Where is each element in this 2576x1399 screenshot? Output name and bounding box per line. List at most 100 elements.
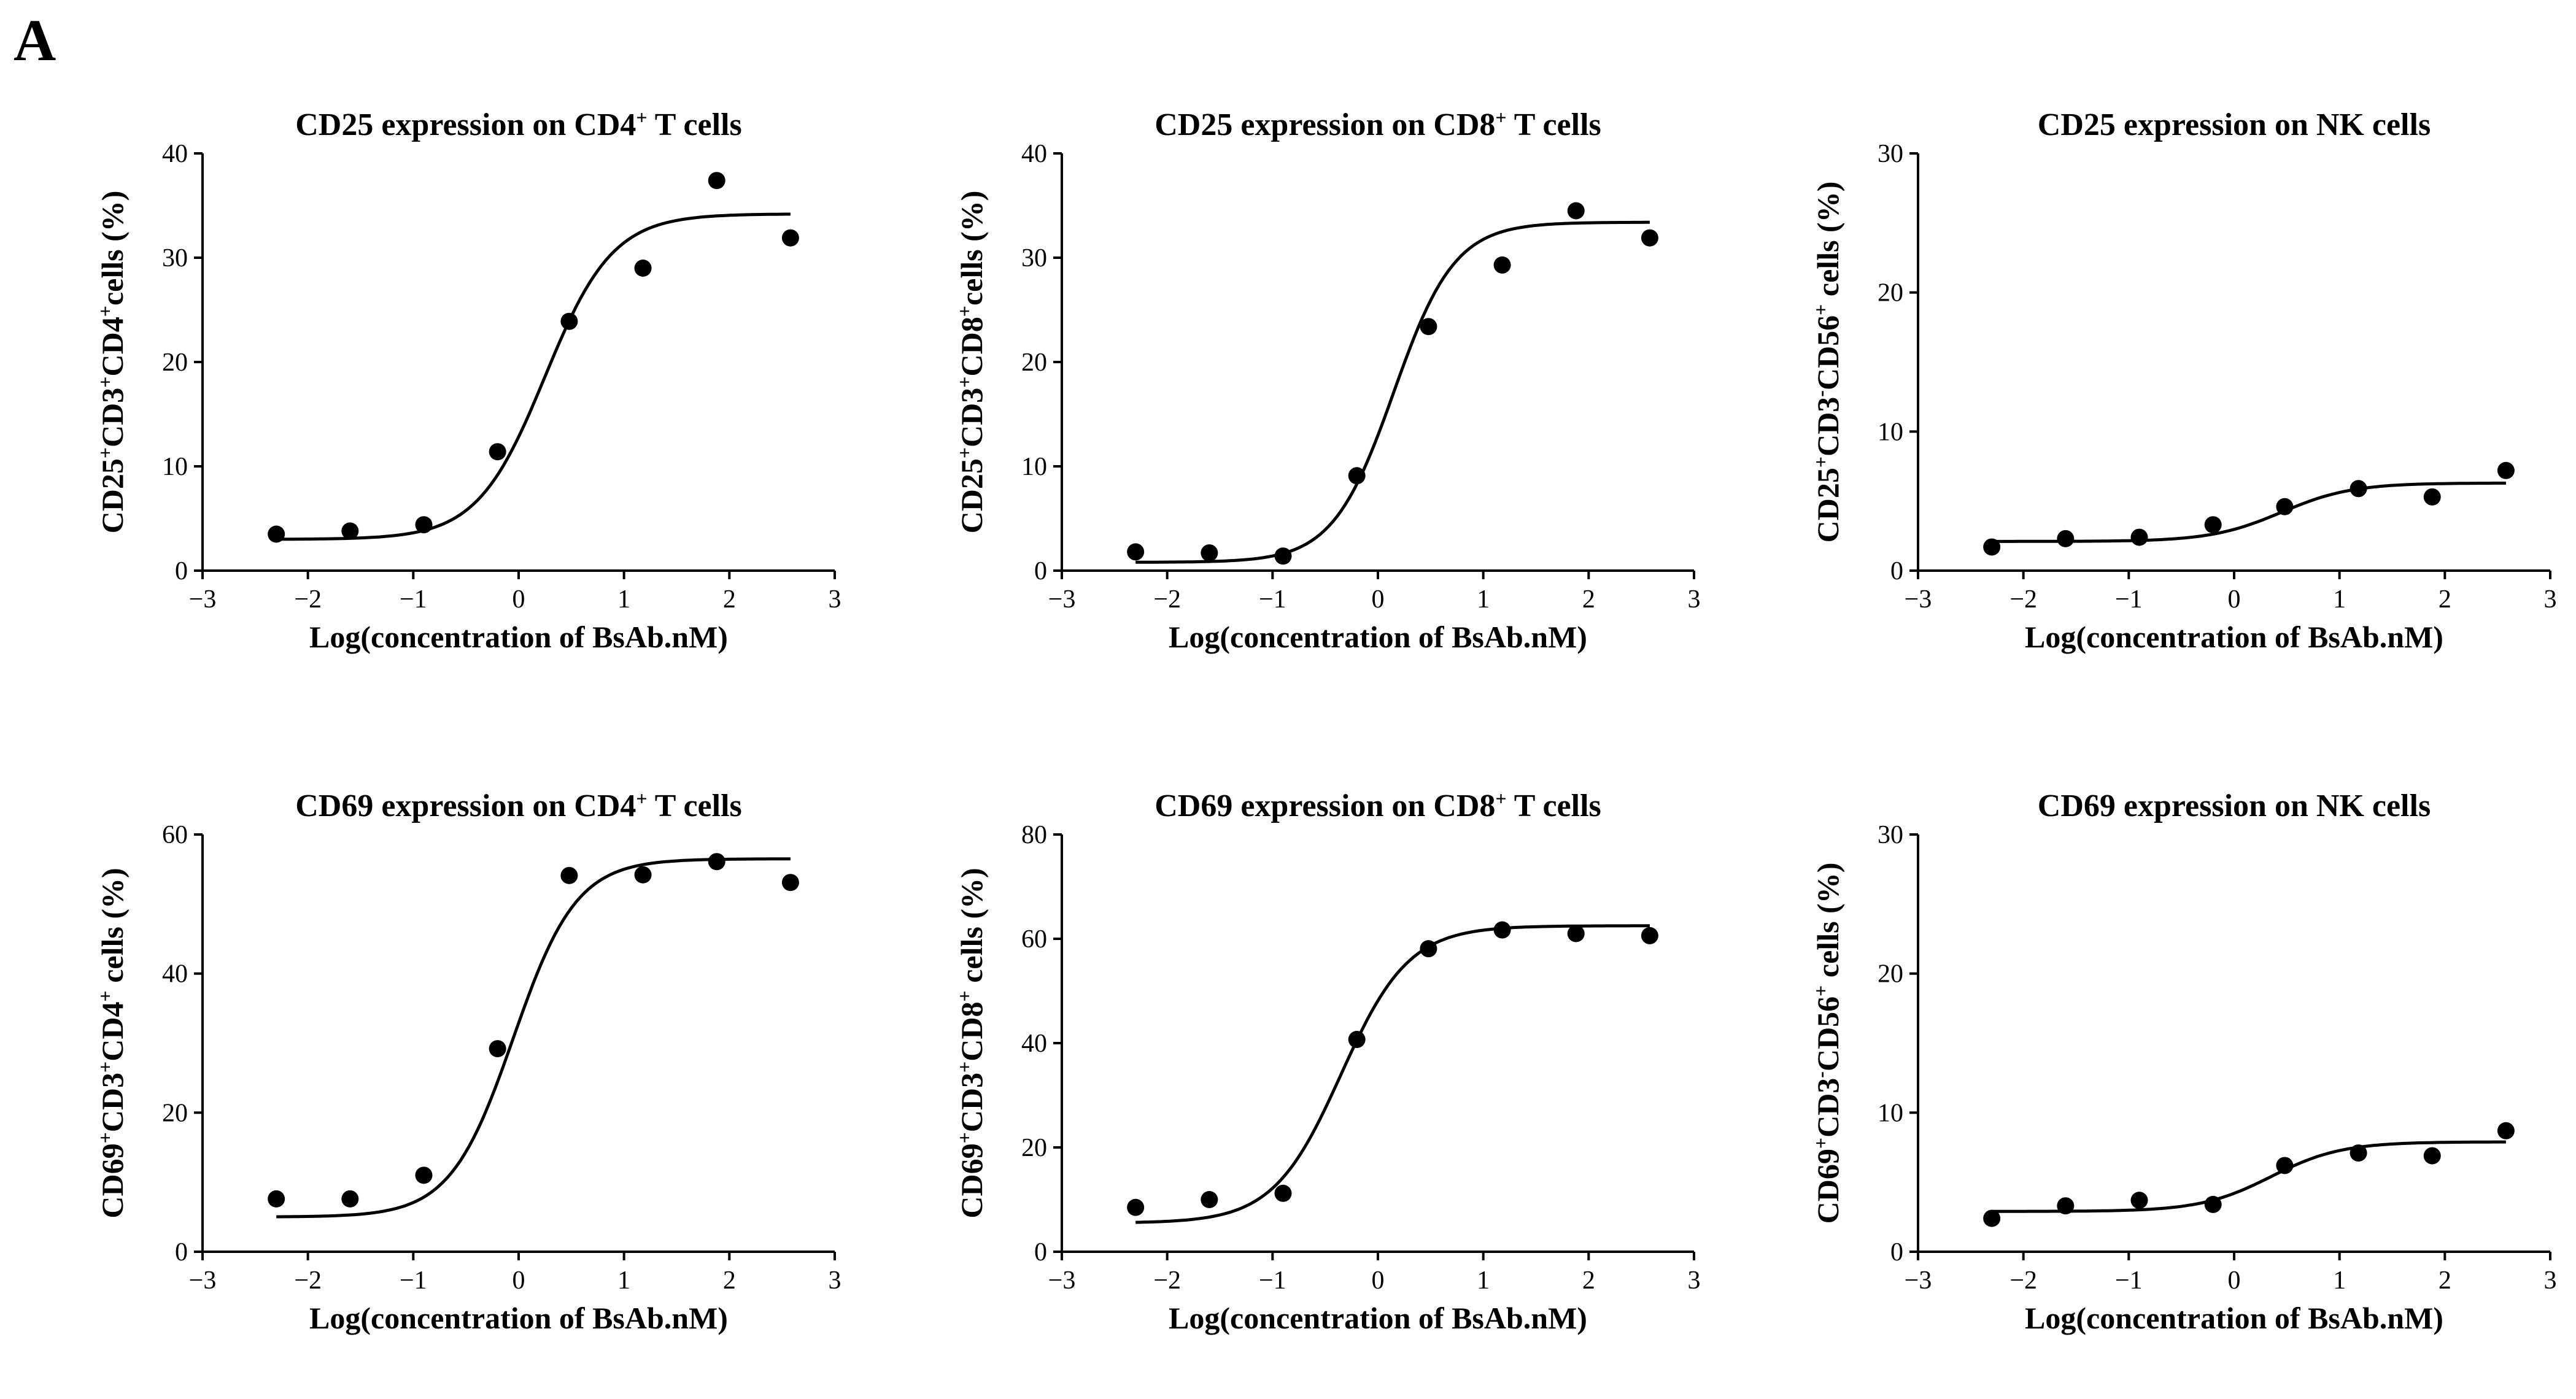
data-point xyxy=(1348,1031,1366,1049)
y-tick-label: 20 xyxy=(1878,960,1903,989)
y-tick-label: 10 xyxy=(162,453,188,481)
data-point xyxy=(1641,927,1658,944)
data-point xyxy=(1420,940,1437,958)
chart-svg: CD25 expression on NK cells−3 −2 −1 0 1 2 3010… xyxy=(1809,107,2557,654)
y-tick-label: 20 xyxy=(1021,349,1047,377)
chart-svg: CD69 expression on CD4+ T cells −3 −2 −1 0 1 2… xyxy=(94,787,841,1335)
x-tick-label: −2 xyxy=(1153,585,1181,614)
y-tick-label: 20 xyxy=(1878,279,1903,307)
chart-title: CD25 expression on CD8+ T cells xyxy=(1155,106,1601,142)
data-point xyxy=(1274,547,1292,565)
x-axis-label: Log(concentration of BsAb.nM) xyxy=(1169,620,1587,654)
data-point xyxy=(634,260,652,277)
chart-title: CD25 expression on NK cells xyxy=(2038,107,2431,142)
chart-cd69-cd4: CD69 expression on CD4+ T cells −3 −2 −1 0 1 2… xyxy=(86,773,933,1399)
data-point xyxy=(2057,1197,2075,1215)
data-point xyxy=(634,866,652,884)
data-point xyxy=(560,312,578,330)
data-point xyxy=(1983,538,2001,556)
x-tick-label: 0 xyxy=(512,1266,525,1295)
y-tick-label: 0 xyxy=(175,557,188,585)
y-axis-label: CD69+CD3-CD56+ cells (%) xyxy=(1809,863,1845,1224)
data-point xyxy=(2497,461,2515,479)
y-tick-label: 0 xyxy=(1890,557,1903,585)
data-point xyxy=(1127,543,1145,561)
data-point xyxy=(489,1040,506,1058)
data-point xyxy=(2057,530,2075,547)
x-tick-label: −3 xyxy=(1905,1266,1932,1295)
x-tick-label: 1 xyxy=(1477,1266,1490,1295)
x-tick-label: 1 xyxy=(617,1266,630,1295)
x-tick-label: 1 xyxy=(617,585,630,614)
x-tick-label: 0 xyxy=(2228,585,2241,614)
data-point xyxy=(1420,318,1437,336)
x-tick-label: −1 xyxy=(400,1266,427,1295)
x-tick-label: 0 xyxy=(2228,1266,2241,1295)
x-tick-label: −2 xyxy=(294,585,322,614)
x-tick-label: −2 xyxy=(2009,585,2037,614)
x-tick-label: 1 xyxy=(1477,585,1490,614)
x-tick-label: 2 xyxy=(1582,585,1595,614)
y-tick-label: 0 xyxy=(1890,1238,1903,1266)
y-tick-label: 60 xyxy=(1021,925,1047,954)
data-point xyxy=(1127,1198,1145,1216)
y-tick-label: 30 xyxy=(1878,140,1903,168)
data-point xyxy=(1983,1209,2001,1227)
data-point xyxy=(1201,544,1218,562)
x-tick-label: −3 xyxy=(1905,585,1932,614)
data-point xyxy=(489,443,506,461)
y-tick-label: 10 xyxy=(1021,453,1047,481)
data-point xyxy=(268,1190,285,1208)
fit-curve xyxy=(1135,220,1650,564)
data-point xyxy=(2423,488,2441,506)
x-tick-label: 3 xyxy=(2544,585,2557,614)
x-tick-label: −2 xyxy=(1153,1266,1181,1295)
panel-label: A xyxy=(14,7,56,73)
data-point xyxy=(1641,229,1658,247)
chart-svg: CD69 expression on CD8+ T cells −3 −2 −1 0 1 2… xyxy=(953,787,1701,1335)
data-point xyxy=(415,1166,433,1184)
chart-title: CD69 expression on NK cells xyxy=(2038,788,2431,823)
data-point xyxy=(2497,1122,2515,1139)
data-point xyxy=(708,172,725,190)
y-tick-label: 10 xyxy=(1878,1099,1903,1127)
chart-cd25-cd8: CD25 expression on CD8+ T cells −3 −2 −1 0 1 2… xyxy=(945,92,1792,718)
x-tick-label: 3 xyxy=(1688,1266,1701,1295)
y-tick-label: 20 xyxy=(162,1099,188,1127)
chart-svg: CD25 expression on CD4+ T cells −3 −2 −1 0 1 2… xyxy=(94,106,841,654)
x-tick-label: 2 xyxy=(2439,585,2451,614)
y-tick-label: 40 xyxy=(1021,1030,1047,1058)
x-axis-label: Log(concentration of BsAb.nM) xyxy=(2025,620,2443,654)
y-tick-label: 30 xyxy=(1878,821,1903,849)
x-axis-label: Log(concentration of BsAb.nM) xyxy=(2025,1301,2443,1335)
y-axis-label: CD25+CD3-CD56+ cells (%) xyxy=(1809,182,1845,543)
x-axis-label: Log(concentration of BsAb.nM) xyxy=(1169,1301,1587,1335)
x-tick-label: −3 xyxy=(189,585,217,614)
data-point xyxy=(2276,498,2294,515)
data-point xyxy=(2350,1144,2367,1162)
y-tick-label: 40 xyxy=(162,140,188,168)
y-tick-label: 20 xyxy=(162,349,188,377)
y-tick-label: 80 xyxy=(1021,821,1047,849)
y-axis-label: CD69+CD3+CD8+ cells (%) xyxy=(953,868,989,1218)
data-point xyxy=(2204,1195,2222,1213)
y-axis-label: CD25+CD3+CD8+cells (%) xyxy=(953,191,989,534)
x-tick-label: −3 xyxy=(1048,585,1076,614)
y-tick-label: 0 xyxy=(1034,1238,1047,1266)
x-tick-label: 2 xyxy=(2439,1266,2451,1295)
x-axis-label: Log(concentration of BsAb.nM) xyxy=(309,1301,728,1335)
data-point xyxy=(1274,1184,1292,1202)
chart-cd69-cd8: CD69 expression on CD8+ T cells −3 −2 −1 0 1 2… xyxy=(945,773,1792,1399)
y-axis-label: CD25+CD3+CD4+cells (%) xyxy=(94,191,130,534)
data-point xyxy=(2130,528,2148,546)
x-tick-label: −3 xyxy=(189,1266,217,1295)
y-tick-label: 20 xyxy=(1021,1134,1047,1162)
y-tick-label: 30 xyxy=(162,244,188,272)
data-point xyxy=(2423,1147,2441,1165)
x-tick-label: 3 xyxy=(829,585,841,614)
y-tick-label: 30 xyxy=(1021,244,1047,272)
x-tick-label: −1 xyxy=(400,585,427,614)
x-tick-label: 3 xyxy=(829,1266,841,1295)
data-point xyxy=(2130,1192,2148,1209)
data-point xyxy=(415,516,433,534)
